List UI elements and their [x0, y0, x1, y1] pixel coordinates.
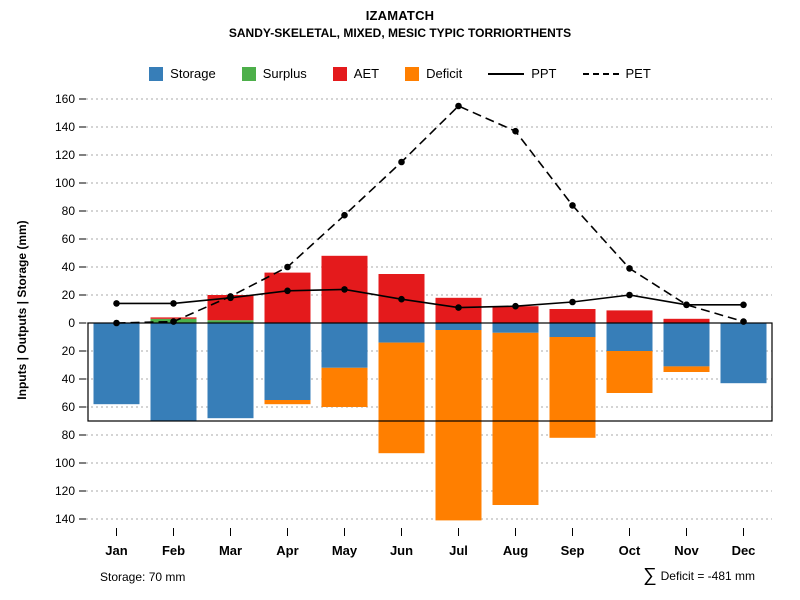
legend-label: Deficit: [426, 66, 463, 81]
legend-item-storage: Storage: [149, 66, 216, 81]
svg-text:Feb: Feb: [162, 543, 185, 558]
legend-swatch-aet-icon: [332, 66, 347, 81]
legend-item-aet: AET: [332, 66, 380, 81]
chart-area: 140 120 100 80 60 40 20 0 20 40 60 80 100 120 140 160 Ja…: [0, 85, 800, 575]
chart-svg: 140 120 100 80 60 40 20 0 20 40 60 80 100 120 140 160 Ja…: [55, 92, 773, 558]
svg-text:Aug: Aug: [503, 543, 528, 558]
svg-text:40: 40: [62, 372, 76, 386]
svg-text:80: 80: [62, 428, 76, 442]
legend-item-surplus: Surplus: [241, 66, 307, 81]
svg-text:Jan: Jan: [105, 543, 127, 558]
legend-item-deficit: Deficit: [405, 66, 462, 81]
legend-label: AET: [353, 66, 380, 81]
deficit-total: ∑ Deficit = -481 mm: [643, 566, 755, 585]
svg-text:120: 120: [55, 484, 75, 498]
svg-text:120: 120: [55, 148, 75, 162]
legend-swatch-storage-icon: [149, 66, 164, 81]
deficit-total-text: Deficit = -481 mm: [660, 568, 755, 583]
legend-label: Storage: [170, 66, 216, 81]
svg-text:100: 100: [55, 176, 75, 190]
svg-text:20: 20: [62, 344, 76, 358]
title-block: IZAMATCH SANDY-SKELETAL, MIXED, MESIC TY…: [0, 8, 800, 40]
svg-text:Mar: Mar: [219, 543, 242, 558]
svg-text:Apr: Apr: [276, 543, 298, 558]
legend-line-pet-icon: [582, 72, 619, 75]
legend-label: Surplus: [262, 66, 307, 81]
svg-text:60: 60: [62, 400, 76, 414]
legend-label: PPT: [531, 66, 557, 81]
svg-text:60: 60: [62, 232, 76, 246]
svg-text:140: 140: [55, 120, 75, 134]
svg-text:20: 20: [62, 288, 76, 302]
chart-title: IZAMATCH: [365, 8, 435, 23]
legend-item-pet: PET: [582, 66, 651, 81]
legend-line-ppt-icon: [488, 72, 525, 75]
svg-text:Nov: Nov: [674, 543, 699, 558]
svg-text:May: May: [332, 543, 358, 558]
sigma-symbol: ∑: [643, 565, 657, 586]
svg-text:140: 140: [55, 512, 75, 526]
svg-text:80: 80: [62, 204, 76, 218]
legend-label: PET: [625, 66, 651, 81]
legend-swatch-surplus-icon: [241, 66, 256, 81]
svg-text:Sep: Sep: [561, 543, 585, 558]
svg-text:100: 100: [55, 456, 75, 470]
legend-item-ppt: PPT: [488, 66, 557, 81]
svg-text:Dec: Dec: [732, 543, 756, 558]
legend: Storage Surplus AET Deficit PPT PET: [0, 66, 800, 81]
svg-text:0: 0: [68, 316, 75, 330]
svg-text:Oct: Oct: [619, 543, 641, 558]
svg-text:Jun: Jun: [390, 543, 413, 558]
chart-subtitle: SANDY-SKELETAL, MIXED, MESIC TYPIC TORRI…: [228, 26, 572, 40]
storage-note: Storage: 70 mm: [100, 570, 186, 584]
svg-text:40: 40: [62, 260, 76, 274]
svg-text:160: 160: [55, 92, 75, 106]
legend-swatch-deficit-icon: [405, 66, 420, 81]
svg-text:Jul: Jul: [449, 543, 468, 558]
